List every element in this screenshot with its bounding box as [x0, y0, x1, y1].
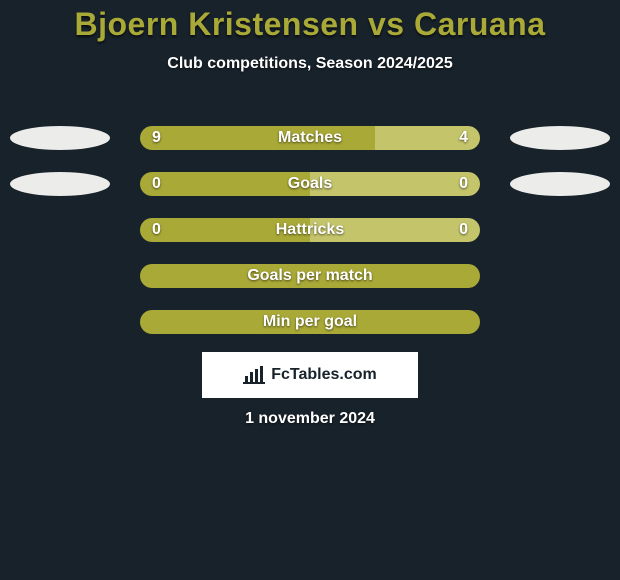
- stat-row: Goals00: [0, 170, 620, 216]
- bar-chart-icon: [243, 366, 265, 384]
- stat-bar-right: [310, 172, 480, 196]
- stat-row: Min per goal: [0, 308, 620, 354]
- stat-value-right: 4: [459, 126, 468, 150]
- stat-bar-left: [140, 172, 310, 196]
- stat-bar: Matches94: [140, 126, 480, 150]
- page-title: Bjoern Kristensen vs Caruana: [0, 0, 620, 43]
- page-subtitle: Club competitions, Season 2024/2025: [0, 55, 620, 73]
- stat-bar-left: [140, 264, 480, 288]
- stat-bar-right: [310, 218, 480, 242]
- flag-right-icon: [510, 172, 610, 196]
- stat-bar: Goals per match: [140, 264, 480, 288]
- stat-bar: Hattricks00: [140, 218, 480, 242]
- branding-text: FcTables.com: [271, 366, 377, 384]
- stat-row: Goals per match: [0, 262, 620, 308]
- flag-left-icon: [10, 172, 110, 196]
- stat-bar: Goals00: [140, 172, 480, 196]
- stat-value-right: 0: [459, 172, 468, 196]
- flag-left-icon: [10, 126, 110, 150]
- stat-rows: Matches94Goals00Hattricks00Goals per mat…: [0, 124, 620, 354]
- flag-right-icon: [510, 126, 610, 150]
- stat-bar: Min per goal: [140, 310, 480, 334]
- stat-bar-left: [140, 218, 310, 242]
- stat-value-left: 0: [152, 218, 161, 242]
- branding-badge: FcTables.com: [202, 352, 418, 398]
- stat-bar-left: [140, 310, 480, 334]
- stat-row: Matches94: [0, 124, 620, 170]
- stat-value-left: 0: [152, 172, 161, 196]
- generated-date: 1 november 2024: [0, 410, 620, 428]
- stat-value-right: 0: [459, 218, 468, 242]
- comparison-infographic: Bjoern Kristensen vs Caruana Club compet…: [0, 0, 620, 580]
- stat-bar-left: [140, 126, 375, 150]
- stat-value-left: 9: [152, 126, 161, 150]
- stat-row: Hattricks00: [0, 216, 620, 262]
